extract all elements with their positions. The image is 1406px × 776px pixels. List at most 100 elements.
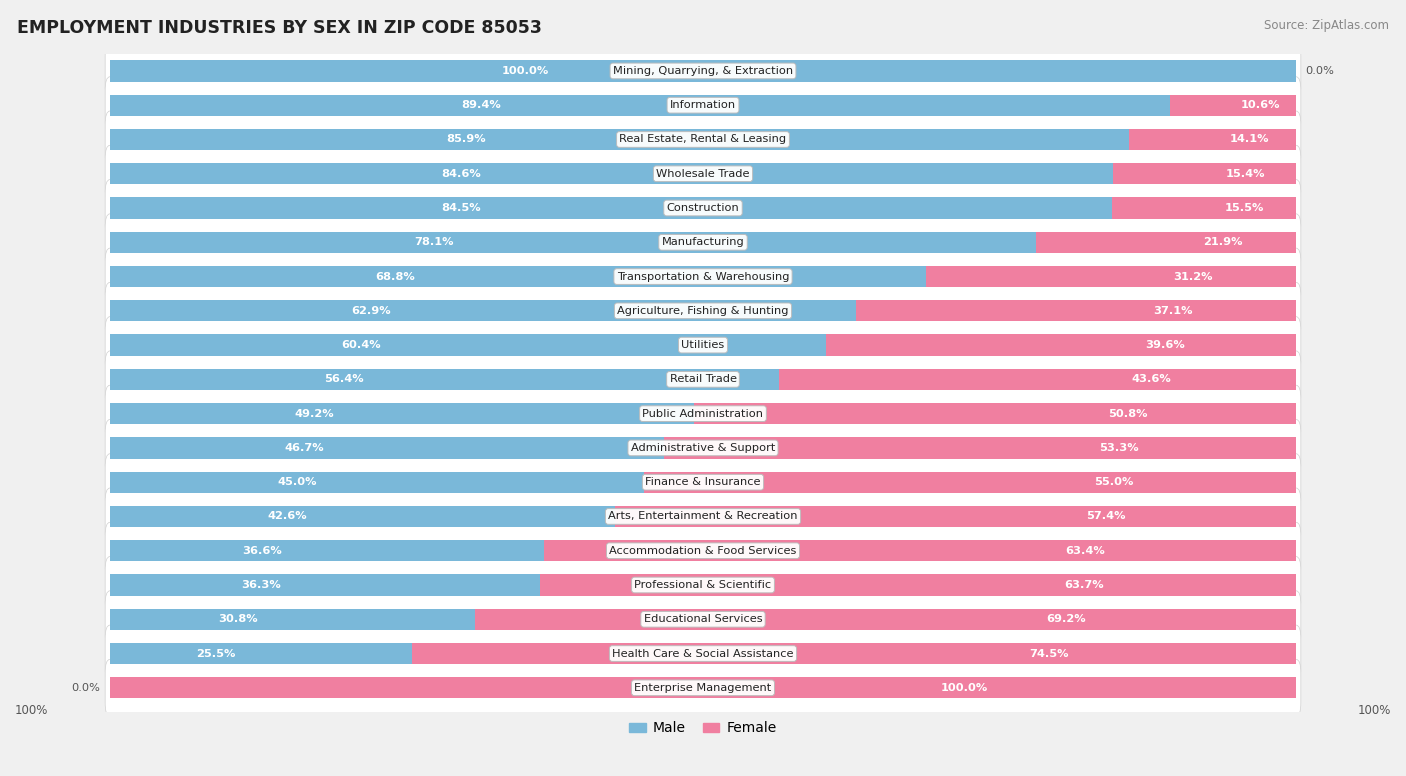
Text: 53.3%: 53.3% — [1099, 443, 1139, 453]
Text: 37.1%: 37.1% — [1153, 306, 1192, 316]
Bar — [644, 472, 1296, 493]
Bar — [110, 438, 664, 459]
Bar — [779, 369, 1296, 390]
Text: 50.8%: 50.8% — [1108, 409, 1147, 418]
Text: 46.7%: 46.7% — [284, 443, 323, 453]
Bar — [110, 608, 475, 630]
FancyBboxPatch shape — [105, 282, 1301, 339]
Text: Enterprise Management: Enterprise Management — [634, 683, 772, 693]
Bar — [110, 129, 1129, 150]
Text: Educational Services: Educational Services — [644, 615, 762, 624]
Text: 89.4%: 89.4% — [461, 100, 501, 110]
Bar — [664, 438, 1296, 459]
Text: 84.6%: 84.6% — [441, 168, 481, 178]
Bar — [110, 677, 1296, 698]
Text: 68.8%: 68.8% — [375, 272, 415, 282]
Text: Mining, Quarrying, & Extraction: Mining, Quarrying, & Extraction — [613, 66, 793, 76]
FancyBboxPatch shape — [105, 248, 1301, 305]
Bar — [1129, 129, 1296, 150]
FancyBboxPatch shape — [105, 385, 1301, 442]
Text: 43.6%: 43.6% — [1132, 374, 1171, 384]
Text: 100%: 100% — [15, 704, 48, 716]
Bar — [827, 334, 1296, 355]
FancyBboxPatch shape — [105, 591, 1301, 648]
Text: Health Care & Social Assistance: Health Care & Social Assistance — [612, 649, 794, 659]
Bar — [110, 574, 540, 596]
Bar — [616, 506, 1296, 527]
Text: 36.3%: 36.3% — [240, 580, 280, 590]
Text: Agriculture, Fishing & Hunting: Agriculture, Fishing & Hunting — [617, 306, 789, 316]
Bar — [110, 266, 927, 287]
Bar — [110, 232, 1036, 253]
FancyBboxPatch shape — [105, 488, 1301, 545]
Bar — [1036, 232, 1296, 253]
Text: Real Estate, Rental & Leasing: Real Estate, Rental & Leasing — [620, 134, 786, 144]
Text: 63.4%: 63.4% — [1066, 546, 1105, 556]
Text: Finance & Insurance: Finance & Insurance — [645, 477, 761, 487]
FancyBboxPatch shape — [105, 454, 1301, 511]
Bar — [110, 197, 1112, 219]
Text: 57.4%: 57.4% — [1085, 511, 1125, 521]
FancyBboxPatch shape — [105, 522, 1301, 579]
Text: Accommodation & Food Services: Accommodation & Food Services — [609, 546, 797, 556]
FancyBboxPatch shape — [105, 145, 1301, 203]
Text: 56.4%: 56.4% — [325, 374, 364, 384]
Text: 45.0%: 45.0% — [277, 477, 316, 487]
Text: Transportation & Warehousing: Transportation & Warehousing — [617, 272, 789, 282]
Bar — [1112, 197, 1296, 219]
Text: 15.4%: 15.4% — [1225, 168, 1265, 178]
Bar — [110, 334, 827, 355]
Text: 100.0%: 100.0% — [502, 66, 548, 76]
Text: 30.8%: 30.8% — [218, 615, 257, 624]
Text: Retail Trade: Retail Trade — [669, 374, 737, 384]
FancyBboxPatch shape — [105, 77, 1301, 133]
Bar — [1170, 95, 1296, 116]
Text: 10.6%: 10.6% — [1241, 100, 1281, 110]
Bar — [1114, 163, 1296, 185]
Text: 78.1%: 78.1% — [415, 237, 454, 248]
Text: 14.1%: 14.1% — [1229, 134, 1270, 144]
Bar — [544, 540, 1296, 561]
Text: Arts, Entertainment & Recreation: Arts, Entertainment & Recreation — [609, 511, 797, 521]
Text: 21.9%: 21.9% — [1204, 237, 1243, 248]
Text: 85.9%: 85.9% — [447, 134, 486, 144]
Text: 69.2%: 69.2% — [1046, 615, 1085, 624]
Bar — [110, 163, 1114, 185]
Text: Source: ZipAtlas.com: Source: ZipAtlas.com — [1264, 19, 1389, 33]
Text: Professional & Scientific: Professional & Scientific — [634, 580, 772, 590]
Bar — [110, 472, 644, 493]
Bar — [110, 643, 412, 664]
Bar — [693, 403, 1296, 424]
Bar — [110, 540, 544, 561]
Bar — [856, 300, 1296, 321]
Text: 49.2%: 49.2% — [294, 409, 335, 418]
FancyBboxPatch shape — [105, 179, 1301, 237]
Bar — [110, 403, 693, 424]
Text: Public Administration: Public Administration — [643, 409, 763, 418]
Bar — [412, 643, 1296, 664]
FancyBboxPatch shape — [105, 556, 1301, 614]
Text: Construction: Construction — [666, 203, 740, 213]
FancyBboxPatch shape — [105, 111, 1301, 168]
Text: 39.6%: 39.6% — [1144, 340, 1184, 350]
Text: 84.5%: 84.5% — [441, 203, 481, 213]
FancyBboxPatch shape — [105, 660, 1301, 716]
Text: 74.5%: 74.5% — [1029, 649, 1069, 659]
Text: EMPLOYMENT INDUSTRIES BY SEX IN ZIP CODE 85053: EMPLOYMENT INDUSTRIES BY SEX IN ZIP CODE… — [17, 19, 541, 37]
Text: 25.5%: 25.5% — [195, 649, 235, 659]
Text: 60.4%: 60.4% — [340, 340, 381, 350]
Text: 100%: 100% — [1358, 704, 1391, 716]
FancyBboxPatch shape — [105, 420, 1301, 476]
Text: 0.0%: 0.0% — [1306, 66, 1334, 76]
Text: 15.5%: 15.5% — [1225, 203, 1264, 213]
Bar — [110, 369, 779, 390]
Text: 55.0%: 55.0% — [1094, 477, 1133, 487]
Bar — [110, 300, 856, 321]
FancyBboxPatch shape — [105, 214, 1301, 271]
FancyBboxPatch shape — [105, 43, 1301, 99]
Text: 42.6%: 42.6% — [267, 511, 307, 521]
Text: 63.7%: 63.7% — [1064, 580, 1104, 590]
Legend: Male, Female: Male, Female — [624, 716, 782, 741]
Text: Wholesale Trade: Wholesale Trade — [657, 168, 749, 178]
Text: 31.2%: 31.2% — [1173, 272, 1212, 282]
